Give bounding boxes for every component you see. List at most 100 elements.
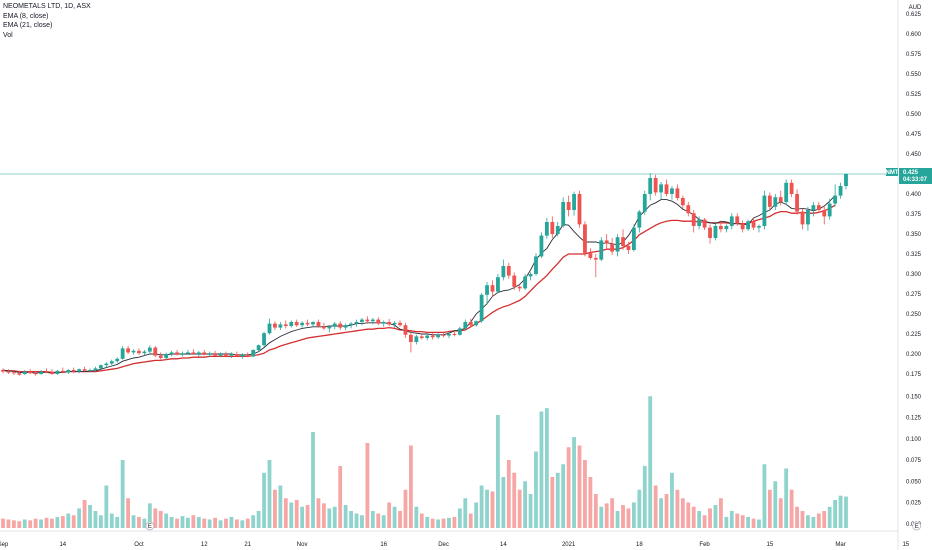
candle-body	[751, 221, 756, 228]
candle-body	[213, 353, 218, 356]
volume-bar	[490, 491, 495, 528]
volume-bar	[126, 498, 130, 528]
volume-bar	[392, 506, 397, 528]
candle-body	[343, 325, 348, 328]
candle-body	[370, 319, 375, 322]
volume-bar	[838, 495, 843, 528]
volume-bar	[147, 503, 152, 528]
time-tick-label: 21	[244, 542, 251, 548]
ema8-line	[2, 195, 836, 374]
volume-bar	[593, 494, 598, 528]
volume-bar	[88, 505, 92, 528]
volume-bar	[697, 511, 702, 528]
candle-body	[610, 243, 615, 252]
volume-bar	[637, 489, 642, 528]
volume-bar	[262, 472, 266, 528]
candle-body	[496, 277, 500, 292]
volume-bar	[289, 502, 294, 528]
volume-bar	[370, 511, 375, 528]
volume-bar	[588, 477, 593, 528]
volume-bar	[71, 515, 76, 528]
volume-bar	[566, 447, 571, 528]
candle-body	[544, 222, 549, 236]
price-tick-label: 0.600	[906, 32, 922, 38]
time-tick-label: Dec	[438, 542, 449, 548]
candle-body	[311, 322, 315, 325]
candle-body	[283, 324, 288, 326]
volume-bar	[833, 499, 838, 528]
candle-body	[757, 226, 761, 228]
volume-bar	[305, 505, 310, 528]
volume-bar	[398, 511, 402, 528]
ticker-tag-label: NMT	[886, 170, 899, 176]
candle-body	[408, 334, 413, 342]
candle-body	[273, 323, 277, 328]
volume-bar	[60, 516, 65, 528]
volume-bar	[430, 518, 435, 528]
candle-body	[784, 182, 789, 202]
candle-body	[631, 227, 636, 250]
volume-bar	[610, 498, 615, 528]
candle-body	[104, 363, 109, 366]
candle-body	[191, 352, 196, 354]
candle-body	[164, 354, 169, 358]
volume-bar	[664, 494, 669, 528]
volume-bar	[740, 515, 745, 528]
volume-tick-label: 0.025	[906, 501, 922, 507]
candle-body	[550, 222, 555, 234]
volume-bar	[44, 517, 49, 528]
volume-bar	[746, 516, 751, 528]
volume-bar	[408, 445, 413, 528]
volume-bar	[120, 460, 125, 528]
volume-bar	[512, 472, 517, 528]
last-price-tag-countdown: 04:33:07	[903, 177, 928, 183]
candle-body	[387, 322, 392, 325]
volume-bar	[327, 508, 332, 528]
time-tick-label: 2021	[562, 542, 576, 548]
volume-bar	[452, 516, 457, 528]
earnings-marker-label: E	[148, 524, 152, 530]
candle-body	[186, 352, 190, 354]
volume-bar	[468, 513, 473, 528]
volume-bar	[321, 503, 326, 528]
volume-bar	[806, 515, 810, 528]
candle-body	[338, 323, 343, 328]
candle-body	[599, 240, 604, 260]
candle-body	[207, 353, 212, 355]
candle-body	[697, 219, 702, 226]
volume-bar	[403, 489, 408, 528]
volume-bar	[180, 516, 185, 528]
candle-body	[811, 205, 816, 210]
volume-bar	[767, 489, 772, 528]
price-tick-label: 0.625	[906, 12, 922, 18]
legend-volume[interactable]: Vol	[3, 31, 13, 39]
volume-bar	[795, 506, 799, 528]
candle-body	[555, 226, 560, 234]
volume-bar	[762, 464, 767, 528]
volume-bar	[66, 513, 71, 528]
volume-bar	[300, 506, 305, 528]
volume-bar	[534, 451, 538, 528]
legend-symbol[interactable]: NEOMETALS LTD, 1D, ASX	[3, 3, 91, 10]
candle-body	[664, 184, 669, 194]
volume-bar	[82, 499, 87, 528]
candle-body	[332, 323, 337, 327]
legend-ema21[interactable]: EMA (21, close)	[3, 22, 53, 30]
candle-body	[680, 198, 685, 206]
candle-body	[795, 194, 799, 212]
price-tick-label: 0.475	[906, 132, 922, 138]
volume-bar	[240, 520, 245, 528]
price-tick-label: 0.375	[906, 212, 922, 218]
volume-bar	[273, 489, 277, 528]
candle-body	[392, 322, 397, 325]
volume-bar	[474, 502, 479, 528]
legend-ema8[interactable]: EMA (8, close)	[3, 12, 49, 20]
candle-body	[604, 240, 609, 244]
candle-body	[425, 335, 430, 338]
candle-body	[844, 174, 848, 186]
volume-bar	[778, 498, 783, 528]
volume-bar	[131, 515, 136, 528]
volume-bar	[207, 519, 212, 528]
earnings-marker	[145, 521, 155, 531]
